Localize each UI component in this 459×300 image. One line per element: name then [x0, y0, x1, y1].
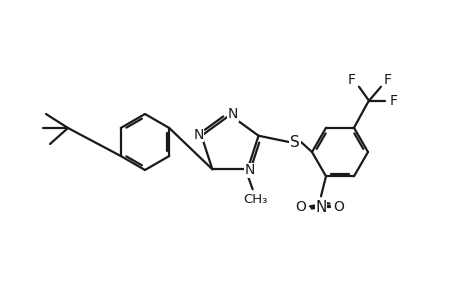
Text: S: S	[290, 134, 299, 149]
Text: N: N	[244, 163, 254, 177]
Text: F: F	[347, 73, 355, 87]
Text: N: N	[227, 107, 238, 121]
Text: O: O	[333, 200, 344, 214]
Text: F: F	[383, 73, 391, 87]
Text: CH₃: CH₃	[243, 193, 267, 206]
Text: O: O	[295, 200, 306, 214]
Text: N: N	[314, 200, 326, 215]
Text: F: F	[389, 94, 397, 108]
Text: N: N	[193, 128, 203, 142]
